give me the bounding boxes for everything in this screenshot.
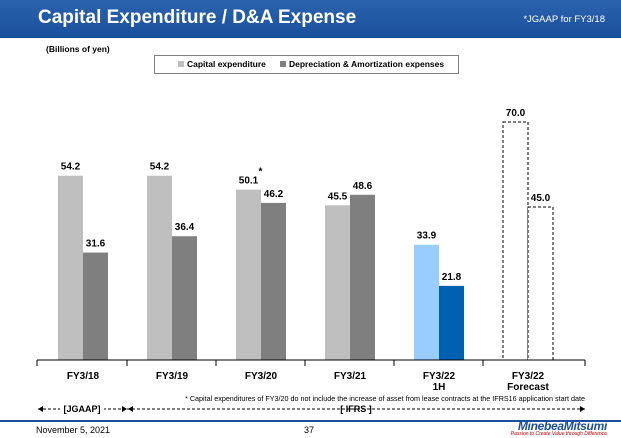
data-label-capex-2: 50.1 (239, 176, 259, 187)
standard-label-ifrs: [ IFRS ] (340, 404, 372, 414)
accounting-note: *JGAAP for FY3/18 (523, 14, 605, 25)
legend-swatch-capex (178, 60, 184, 67)
jgaap-label-bg (60, 403, 104, 414)
category-label-1: FY3/19 (156, 371, 189, 382)
data-label-da-4: 21.8 (442, 272, 462, 283)
data-label-capex-3: 45.5 (328, 191, 348, 202)
company-logo: MinebeaMitsumi (517, 419, 607, 433)
bar-da-3 (350, 194, 375, 360)
data-label-capex-4: 33.9 (417, 231, 437, 242)
bar-da-2 (261, 202, 286, 360)
bar-da-0 (83, 252, 108, 360)
legend-label-da: Depreciation & Amortization expenses (289, 59, 445, 69)
category-label-0: FY3/18 (67, 371, 100, 382)
category-label-4: FY3/22 (423, 371, 456, 382)
page-title: Capital Expenditure / D&A Expense (38, 7, 357, 28)
chart-legend: Capital expenditure Depreciation & Amort… (154, 55, 459, 74)
legend-item-da: Depreciation & Amortization expenses (280, 59, 444, 69)
data-label-capex-5: 70.0 (506, 108, 526, 119)
bar-capex-5 (502, 121, 529, 361)
bar-capex-0 (58, 175, 83, 360)
bar-da-4 (439, 285, 464, 360)
category-label-4-line2: 1H (433, 382, 446, 393)
header-bar: Capital Expenditure / D&A Expense *JGAAP… (0, 0, 621, 38)
category-label-3: FY3/21 (334, 371, 367, 382)
category-label-5: FY3/22 (512, 371, 545, 382)
data-label-da-5: 45.0 (531, 193, 551, 204)
bar-capex-3 (325, 205, 350, 360)
data-label-da-0: 31.6 (86, 239, 106, 250)
data-label-capex-1: 54.2 (150, 162, 170, 173)
data-label-da-2: 46.2 (264, 189, 284, 200)
data-label-da-3: 48.6 (353, 181, 373, 192)
ifrs-arrow-right (580, 406, 585, 412)
ifrs-label-bg (332, 403, 380, 414)
footer-date: November 5, 2021 (36, 425, 111, 435)
ifrs-arrow-left (128, 406, 133, 412)
bar-capex-4 (414, 244, 439, 360)
data-label-capex-0: 54.2 (61, 162, 81, 173)
standard-label-jgaap: [JGAAP] (63, 404, 100, 414)
bar-da-5 (527, 206, 554, 361)
category-label-5-line2: Forecast (507, 382, 549, 393)
category-label-2: FY3/20 (245, 371, 278, 382)
legend-label-capex: Capital expenditure (187, 59, 266, 69)
jgaap-arrow-left (38, 406, 43, 412)
footnote-asterisk: * (259, 167, 263, 178)
bar-capex-2 (236, 189, 261, 360)
footer-rule (0, 420, 621, 422)
y-axis-unit: (Billions of yen) (46, 44, 110, 54)
company-tagline: Passion to Create Value through Differen… (510, 431, 607, 437)
capex-footnote: * Capital expenditures of FY3/20 do not … (185, 394, 585, 403)
bar-capex-1 (147, 175, 172, 360)
jgaap-arrow-right (122, 406, 127, 412)
page-number: 37 (304, 425, 315, 435)
legend-item-capex: Capital expenditure (178, 59, 266, 69)
bar-da-1 (172, 236, 197, 360)
legend-swatch-da (280, 60, 286, 67)
data-label-da-1: 36.4 (175, 222, 195, 233)
